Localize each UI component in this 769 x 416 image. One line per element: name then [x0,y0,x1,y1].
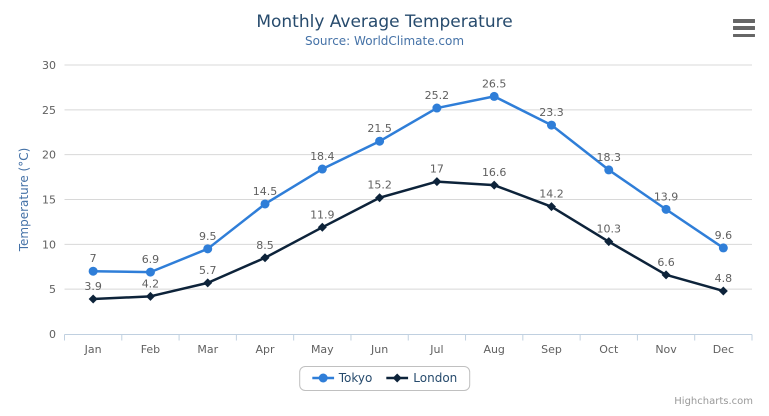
data-point-tokyo[interactable] [375,136,385,146]
chart-title: Monthly Average Temperature [256,12,513,32]
data-point-tokyo[interactable] [604,165,614,175]
data-point-london[interactable] [145,291,155,301]
series-line-tokyo[interactable] [91,95,725,274]
y-axis-label: 0 [49,328,56,341]
x-axis-label: Feb [141,343,160,356]
tokyo-line-circle-icon [311,373,334,383]
x-axis-label: Apr [256,343,276,356]
x-axis-label: Nov [655,343,677,356]
x-axis-label: Sep [541,343,562,356]
data-point-london[interactable] [718,286,728,296]
data-point-london[interactable] [203,278,213,288]
x-axis-label: Mar [197,343,218,356]
legend-label-tokyo: Tokyo [338,371,373,385]
data-point-tokyo[interactable] [546,120,556,130]
x-axis-label: Aug [483,343,504,356]
x-axis-label: May [311,343,334,356]
data-point-london[interactable] [375,193,385,203]
y-axis-label: 30 [42,59,56,72]
data-label-tokyo: 14.5 [253,185,278,198]
data-point-london[interactable] [546,202,556,212]
data-label-london: 8.5 [256,239,274,252]
data-label-london: 15.2 [367,179,392,192]
data-point-london[interactable] [317,222,327,232]
data-point-tokyo[interactable] [88,266,98,276]
data-point-tokyo[interactable] [489,91,499,101]
data-label-tokyo: 26.5 [482,77,507,90]
hamburger-icon [733,19,755,23]
data-label-tokyo: 18.3 [597,151,622,164]
data-point-london[interactable] [489,180,499,190]
data-label-london: 14.2 [539,188,564,201]
data-point-london[interactable] [604,237,614,247]
data-label-london: 11.9 [310,208,335,221]
x-axis-label: Jan [84,343,102,356]
data-label-tokyo: 9.6 [715,229,733,242]
data-label-tokyo: 6.9 [142,253,160,266]
data-label-london: 16.6 [482,166,507,179]
credits-link[interactable]: Highcharts.com [674,396,753,407]
london-line-diamond-icon [386,373,409,383]
x-axis-label: Jun [370,343,388,356]
data-label-london: 4.2 [142,277,160,290]
y-axis-label: 5 [49,283,56,296]
export-menu-button[interactable] [731,18,757,38]
data-label-tokyo: 18.4 [310,150,335,163]
data-point-london[interactable] [88,294,98,304]
data-point-london[interactable] [260,253,270,263]
data-label-tokyo: 9.5 [199,230,217,243]
data-label-tokyo: 7 [90,252,97,265]
data-label-tokyo: 21.5 [367,122,392,135]
data-point-london[interactable] [661,270,671,280]
data-point-tokyo[interactable] [145,267,155,277]
x-axis-label: Dec [713,343,734,356]
legend: Tokyo London [298,366,471,391]
data-label-london: 5.7 [199,264,217,277]
data-point-tokyo[interactable] [260,199,270,209]
x-axis-label: Oct [599,343,619,356]
y-axis-title: Temperature (°C) [17,148,31,253]
data-label-london: 6.6 [657,256,675,269]
series-line-london[interactable] [91,180,725,301]
data-label-london: 3.9 [84,280,102,293]
x-axis-label: Jul [429,343,443,356]
y-axis-label: 15 [42,194,56,207]
data-label-london: 17 [430,163,444,176]
legend-label-london: London [413,371,458,385]
data-label-london: 10.3 [597,223,622,236]
hamburger-icon [733,33,755,37]
data-label-tokyo: 23.3 [539,106,564,119]
hamburger-icon [733,26,755,30]
y-axis-label: 10 [42,238,56,251]
legend-item-london[interactable]: London [386,371,457,385]
data-point-tokyo[interactable] [718,243,728,253]
data-label-tokyo: 13.9 [654,190,679,203]
chart-subtitle: Source: WorldClimate.com [304,34,465,48]
y-axis-label: 20 [42,149,56,162]
data-point-tokyo[interactable] [432,103,442,113]
data-label-london: 4.8 [715,272,733,285]
y-axis-label: 25 [42,104,56,117]
legend-item-tokyo[interactable]: Tokyo [311,371,373,385]
data-point-london[interactable] [432,177,442,187]
data-point-tokyo[interactable] [661,204,671,214]
data-point-tokyo[interactable] [317,164,327,174]
data-label-tokyo: 25.2 [425,89,450,102]
data-point-tokyo[interactable] [203,244,213,254]
